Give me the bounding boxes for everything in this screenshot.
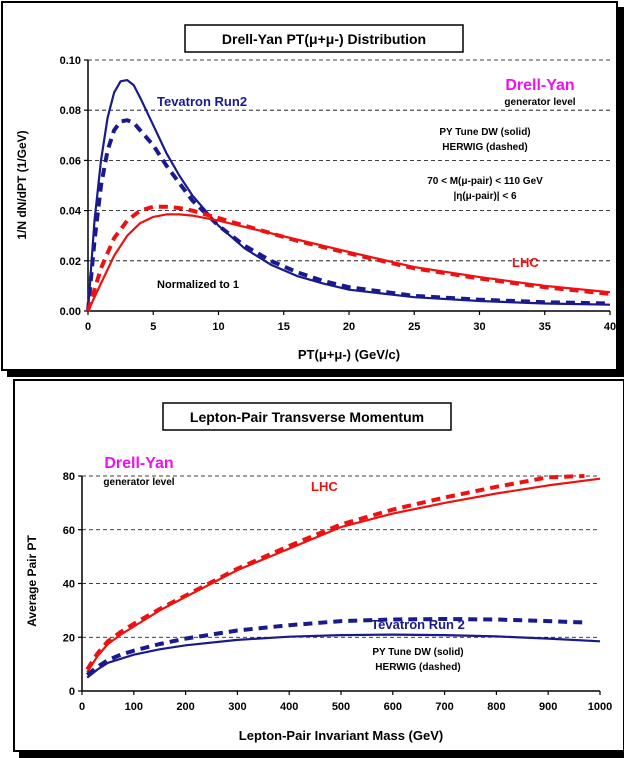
y-tick-label: 0.10: [60, 55, 81, 67]
chart-title: Lepton-Pair Transverse Momentum: [190, 409, 424, 425]
chart-title: Drell-Yan PT(μ+μ-) Distribution: [222, 31, 426, 47]
drell-yan-heading: Drell-Yan: [505, 77, 574, 94]
x-tick-label: 400: [280, 701, 298, 713]
y-tick-label: 80: [63, 471, 75, 483]
y-axis-label: Average Pair PT: [25, 535, 39, 627]
plot-area: 0.00 0.02 0.04 0.06 0.08 0.10 0 5 10 15 20 25 30 35 40: [60, 55, 617, 333]
lhc-label: LHC: [512, 255, 539, 270]
series-line-3-dashed: [85, 617, 585, 677]
x-tick-label: 200: [176, 701, 194, 713]
y-tick-label: 60: [63, 525, 75, 537]
y-tick-label: 0.08: [60, 105, 81, 117]
tune-solid-note: PY Tune DW (solid): [372, 647, 463, 658]
y-tick-label: 20: [63, 632, 75, 644]
x-axis-label: PT(μ+μ-) (GeV/c): [298, 347, 400, 362]
chart-frame: [13, 379, 624, 752]
x-tick-label: 800: [487, 701, 505, 713]
chart-frame: [1, 1, 618, 371]
generator-level-note: generator level: [504, 97, 575, 108]
tune-dashed-note: HERWIG (dashed): [442, 142, 527, 153]
x-tick-label: 30: [473, 321, 485, 333]
y-axis-label: 1/N dN/dPT (1/GeV): [15, 130, 29, 239]
x-tick-label: 0: [79, 701, 85, 713]
y-tick-label: 0.06: [60, 155, 81, 167]
x-tick-label: 20: [343, 321, 355, 333]
x-tick-label: 0: [85, 321, 91, 333]
mass-cut-note: 70 < M(μ-pair) < 110 GeV: [427, 176, 543, 187]
x-tick-label: 900: [539, 701, 557, 713]
x-tick-label: 100: [125, 701, 143, 713]
tevatron-label: Tevatron Run2: [157, 94, 247, 109]
normalized-note: Normalized to 1: [157, 279, 239, 291]
x-tick-label: 500: [332, 701, 350, 713]
y-tick-label: 0.02: [60, 256, 81, 268]
tune-dashed-note: HERWIG (dashed): [375, 662, 460, 673]
y-tick-label: 0: [69, 686, 75, 698]
x-axis-label: Lepton-Pair Invariant Mass (GeV): [239, 728, 443, 743]
x-tick-label: 35: [539, 321, 551, 333]
title-box: [184, 24, 464, 53]
generator-level-note: generator level: [103, 477, 174, 488]
x-tick-label: 700: [435, 701, 453, 713]
title-box: [162, 402, 452, 431]
pt-distribution-chart: 0.00 0.02 0.04 0.06 0.08 0.10 0 5 10 15 20 25 30 35 40…: [1, 1, 624, 377]
series-line-1-dashed: [85, 474, 585, 671]
x-tick-label: 600: [384, 701, 402, 713]
x-tick-label: 15: [278, 321, 290, 333]
x-tick-label: 40: [604, 321, 616, 333]
series-line-2-solid: [86, 633, 601, 679]
x-tick-label: 5: [150, 321, 156, 333]
x-tick-label: 10: [212, 321, 224, 333]
x-tick-label: 25: [408, 321, 420, 333]
tune-solid-note: PY Tune DW (solid): [439, 127, 530, 138]
tevatron-label: Tevatron Run 2: [371, 617, 465, 632]
x-tick-label: 1000: [588, 701, 612, 713]
y-tick-label: 0.04: [60, 206, 82, 218]
series-line-0-solid: [86, 78, 611, 312]
lhc-label: LHC: [311, 479, 338, 494]
x-tick-label: 300: [228, 701, 246, 713]
eta-cut-note: |η(μ-pair)| < 6: [453, 191, 517, 202]
y-tick-label: 40: [63, 579, 75, 591]
drell-yan-heading: Drell-Yan: [104, 455, 173, 472]
pt-distribution-panel: 0.00 0.02 0.04 0.06 0.08 0.10 0 5 10 15 20 25 30 35 40…: [1, 1, 624, 377]
series-line-3-dashed: [86, 204, 611, 312]
y-tick-label: 0.00: [60, 306, 81, 318]
average-pt-panel: 0 20 40 60 80 0 100 200 300 400 500 600 700 800 900 100…: [0, 379, 624, 758]
